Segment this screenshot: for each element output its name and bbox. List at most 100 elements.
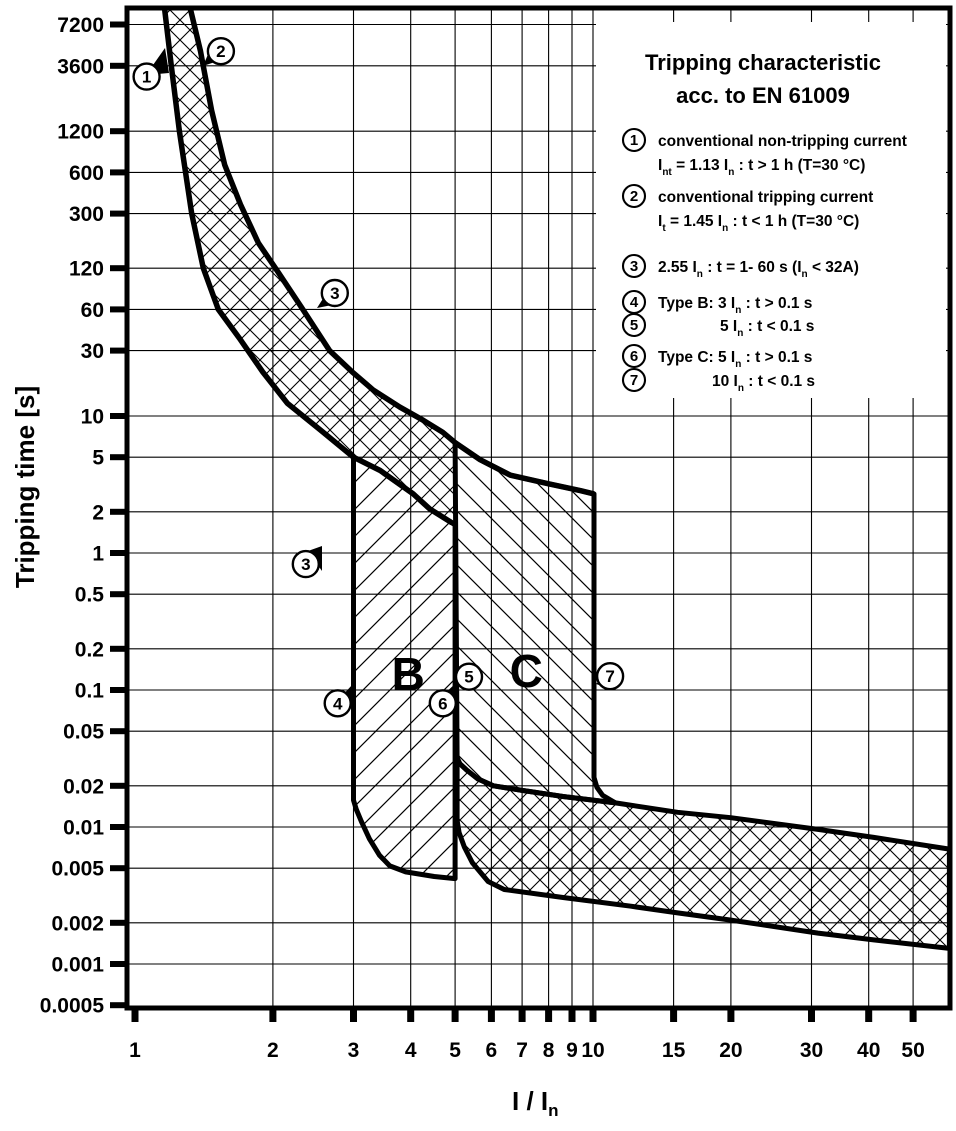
y-tick-label: 5 [92,447,104,470]
x-tick [451,1008,459,1022]
x-tick [589,1008,597,1022]
y-tick [110,128,127,135]
y-tick-label: 0.01 [63,817,104,840]
marker-7-circle [595,662,625,691]
y-tick-label: 300 [69,203,104,226]
legend-item-7-text: 10 In : t < 0.1 s [712,373,815,394]
y-tick [110,508,127,515]
marker-3-number: 3 [330,284,339,303]
marker-6-number: 6 [438,694,447,713]
region-label-c: C [510,645,543,697]
x-tick-label: 15 [662,1039,686,1062]
x-tick [269,1008,277,1022]
x-tick-label: 8 [543,1039,555,1062]
marker-1-circle [132,62,161,91]
legend-item-2-number: 2 [630,188,638,205]
y-tick-label: 0.5 [75,584,105,607]
y-tick-label: 0.02 [63,775,104,798]
chart-title-line1: Tripping characteristic [645,50,881,75]
marker-2-circle [206,37,236,66]
y-tick-label: 0.002 [51,912,104,935]
x-tick-label: 20 [719,1039,742,1062]
x-tick-label: 50 [901,1039,924,1062]
y-tick [110,62,127,69]
legend-item-3-number: 3 [630,258,638,275]
legend-item-4-text: Type B: 3 In : t > 0.1 s [658,295,812,316]
type-c-region [452,440,618,806]
marker-3-number: 3 [301,555,310,574]
legend-item-2-circle [621,183,647,209]
y-tick [110,824,127,830]
x-tick-label: 1 [129,1039,141,1062]
legend-item-1-circle [621,127,647,153]
curve-markers: 1 2 3 3 4 56 7 [132,37,625,718]
x-tick-label: 9 [566,1039,578,1062]
y-tick-label: 1 [92,543,104,566]
regions [161,7,952,951]
y-tick [110,645,127,652]
marker-5-number: 5 [464,668,473,687]
marker-1-number: 1 [142,68,151,87]
x-tick [808,1008,815,1022]
chart-title-line2: acc. to EN 61009 [676,83,850,108]
x-tick-label: 7 [516,1039,528,1062]
x-tick-label: 2 [267,1039,279,1062]
y-tick [110,347,127,354]
y-tick [110,919,127,926]
legend-item-2-text: It = 1.45 In : t < 1 h (T=30 °C) [658,213,859,234]
x-axis-label-text: I / In [512,1086,559,1120]
x-tick [865,1008,873,1022]
x-axis-label: I / In [512,1086,559,1120]
x-tick [568,1008,576,1022]
x-tick-label: 10 [581,1039,604,1062]
y-tick [110,687,127,693]
legend-item-2-text: conventional tripping current [658,189,873,206]
y-tick-label: 120 [69,258,104,281]
legend-item-5-circle [621,312,647,338]
y-tick-label: 0.05 [63,721,104,744]
x-tick-label: 6 [486,1039,498,1062]
legend: 1 conventional non-tripping current Int = … [596,22,946,398]
y-tick [110,865,127,872]
y-tick-label: 30 [81,340,104,363]
y-tick-label: 3600 [57,55,104,78]
y-tick-label: 2 [92,501,104,524]
y-tick [110,550,127,556]
legend-item-5-text: 5 In : t < 0.1 s [720,318,814,339]
y-tick-label: 0.2 [75,638,104,661]
marker-4-number: 4 [333,694,343,713]
y-tick [110,1002,127,1009]
legend-background [596,22,946,398]
legend-item-7-circle [621,367,647,393]
curve-thermal-upper [187,7,595,497]
marker-4-circle [323,689,352,718]
legend-item-1-text: Int = 1.13 In : t > 1 h (T=30 °C) [658,157,865,178]
x-tick [518,1008,526,1022]
y-tick [110,728,127,735]
y-tick [110,169,127,176]
x-tick [487,1008,495,1022]
x-tick [350,1008,357,1022]
plot-border [124,5,953,1011]
y-tick [110,591,127,598]
y-tick-label: 60 [81,299,104,322]
y-tick-label: 0.1 [75,680,105,703]
x-tick [545,1008,553,1022]
legend-item-1-number: 1 [630,132,638,149]
marker-2-number: 2 [216,42,225,61]
y-tick-label: 10 [81,406,104,429]
curve-thermal-lower [161,7,454,526]
x-tick [131,1008,139,1022]
marker-3-circle [291,549,320,579]
y-tick [110,782,127,789]
y-tick-label: 0.0005 [40,995,105,1018]
legend-item-6-circle [621,343,647,369]
marker-5-circle [454,662,484,691]
legend-item-6-text: Type C: 5 In : t > 0.1 s [658,349,812,370]
legend-item-3-circle [621,253,647,279]
y-tick [110,210,127,217]
region-label-b: B [392,648,425,700]
